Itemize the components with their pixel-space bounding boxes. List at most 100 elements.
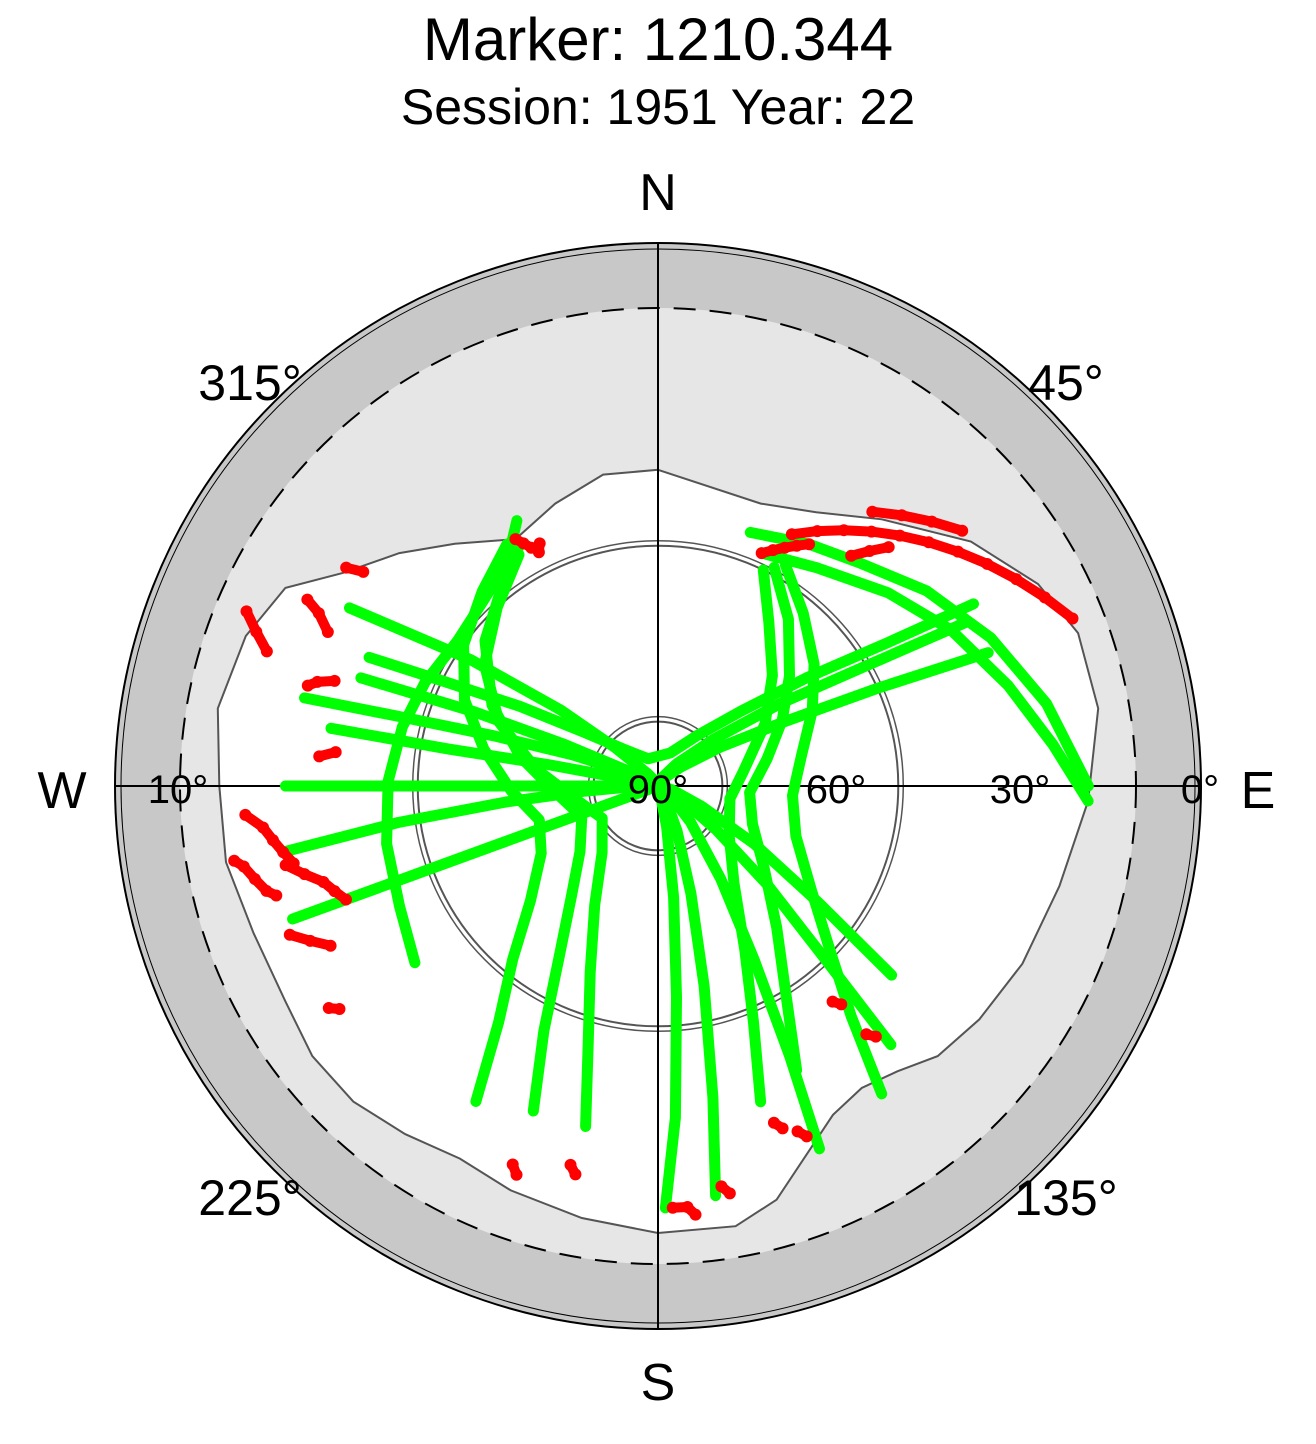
flagged-point-14-1 <box>863 545 876 558</box>
axis-labels: N S E W 45° 135° 225° 315° 90° 60° 30° 10° 0° <box>37 164 1275 1412</box>
azimuth-label-135: 135° <box>1014 1170 1117 1226</box>
flagged-point-21-0 <box>869 1030 882 1043</box>
flagged-point-12-9 <box>1038 591 1051 604</box>
flagged-point-12-4 <box>893 529 906 542</box>
compass-east: E <box>1241 762 1276 820</box>
flagged-point-0-0 <box>240 605 253 618</box>
flagged-point-8-0 <box>313 750 326 763</box>
flagged-point-14-0 <box>845 549 858 562</box>
flagged-point-3-0 <box>340 561 353 574</box>
observed-track-12 <box>780 559 888 1100</box>
flagged-point-16-1 <box>715 1180 728 1193</box>
flagged-point-15-1 <box>895 509 908 522</box>
flagged-point-8-1 <box>329 746 342 759</box>
flagged-point-23-0 <box>776 1122 789 1135</box>
flagged-point-22-1 <box>826 995 839 1008</box>
flagged-point-5-3 <box>260 884 273 897</box>
flagged-point-1-0 <box>301 593 314 606</box>
flagged-point-9-0 <box>322 1002 335 1015</box>
flagged-point-17-1 <box>681 1200 694 1213</box>
flagged-point-0-1 <box>250 625 263 638</box>
flagged-point-19-0 <box>569 1168 582 1181</box>
observed-track-9 <box>458 538 547 1107</box>
polar-plot-area: N S E W 45° 135° 225° 315° 90° 60° 30° 10° 0° <box>37 164 1275 1412</box>
flagged-point-14-2 <box>882 541 895 554</box>
observed-track-11 <box>744 561 803 1076</box>
flagged-point-12-2 <box>837 524 850 537</box>
satellite-tracks <box>228 505 1094 1221</box>
elevation-label-10: 10° <box>148 768 209 812</box>
flagged-point-12-6 <box>951 545 964 558</box>
flagged-point-13-0 <box>755 547 768 560</box>
flagged-point-12-7 <box>981 557 994 570</box>
azimuth-label-315: 315° <box>198 355 301 411</box>
flagged-point-9-1 <box>333 1003 346 1016</box>
observed-track-16 <box>299 617 971 789</box>
flagged-point-21-1 <box>860 1028 873 1041</box>
azimuth-label-225: 225° <box>198 1170 301 1226</box>
flagged-point-4-1 <box>257 821 270 834</box>
compass-south: S <box>641 1354 676 1412</box>
flagged-point-17-0 <box>689 1208 702 1221</box>
flagged-point-6-0 <box>279 859 292 872</box>
flagged-point-12-1 <box>811 525 824 538</box>
flagged-point-17-2 <box>666 1201 679 1214</box>
flagged-point-4-0 <box>239 808 252 821</box>
flagged-point-23-1 <box>767 1116 780 1129</box>
flagged-point-12-0 <box>785 528 798 541</box>
flagged-point-5-1 <box>237 860 250 873</box>
flagged-point-18-1 <box>791 1125 804 1138</box>
azimuth-label-45: 45° <box>1028 355 1104 411</box>
flagged-point-5-0 <box>228 854 241 867</box>
flagged-point-20-1 <box>506 1158 519 1171</box>
flagged-point-13-1 <box>767 544 780 557</box>
flagged-point-20-0 <box>510 1168 523 1181</box>
flagged-point-16-0 <box>723 1187 736 1200</box>
flagged-point-12-8 <box>1010 573 1023 586</box>
flagged-point-15-2 <box>925 515 938 528</box>
flagged-point-0-2 <box>260 645 273 658</box>
elevation-label-0: 0° <box>1181 768 1219 812</box>
chart-title: Marker: 1210.344 <box>423 6 893 73</box>
flagged-point-13-3 <box>790 539 803 552</box>
flagged-point-1-2 <box>321 626 334 639</box>
flagged-point-11-0 <box>533 537 546 550</box>
flagged-point-11-1 <box>532 546 545 559</box>
observed-track-15 <box>363 598 979 765</box>
flagged-point-13-2 <box>778 541 791 554</box>
flagged-track-15 <box>867 506 968 536</box>
flagged-point-4-2 <box>266 834 279 847</box>
elevation-label-60: 60° <box>806 768 867 812</box>
compass-north: N <box>639 164 677 222</box>
elevation-label-90: 90° <box>628 768 689 812</box>
flagged-point-15-3 <box>956 524 969 537</box>
flagged-point-19-1 <box>564 1158 577 1171</box>
flagged-point-6-3 <box>328 885 341 898</box>
flagged-point-15-0 <box>866 505 879 518</box>
flagged-point-1-1 <box>312 607 325 620</box>
flagged-point-6-2 <box>317 875 330 888</box>
flagged-point-3-1 <box>357 565 370 578</box>
flagged-point-4-3 <box>277 846 290 859</box>
compass-west: W <box>37 762 86 820</box>
flagged-point-6-1 <box>298 868 311 881</box>
flagged-point-12-3 <box>865 525 878 538</box>
flagged-point-13-4 <box>803 538 816 551</box>
flagged-point-2-2 <box>328 674 341 687</box>
flagged-point-6-4 <box>339 893 352 906</box>
flagged-point-7-1 <box>304 934 317 947</box>
flagged-point-12-10 <box>1066 612 1079 625</box>
chart-subtitle: Session: 1951 Year: 22 <box>401 79 915 135</box>
flagged-point-7-0 <box>283 928 296 941</box>
flagged-point-2-1 <box>311 675 324 688</box>
flagged-point-5-2 <box>248 873 261 886</box>
observed-track-0 <box>381 515 523 969</box>
flagged-point-7-2 <box>324 939 337 952</box>
flagged-point-2-0 <box>301 679 314 692</box>
flagged-point-18-0 <box>800 1130 813 1143</box>
elevation-label-30: 30° <box>990 768 1051 812</box>
observed-track-10 <box>723 564 778 1108</box>
flagged-point-12-5 <box>922 536 935 549</box>
flagged-point-5-4 <box>270 889 283 902</box>
